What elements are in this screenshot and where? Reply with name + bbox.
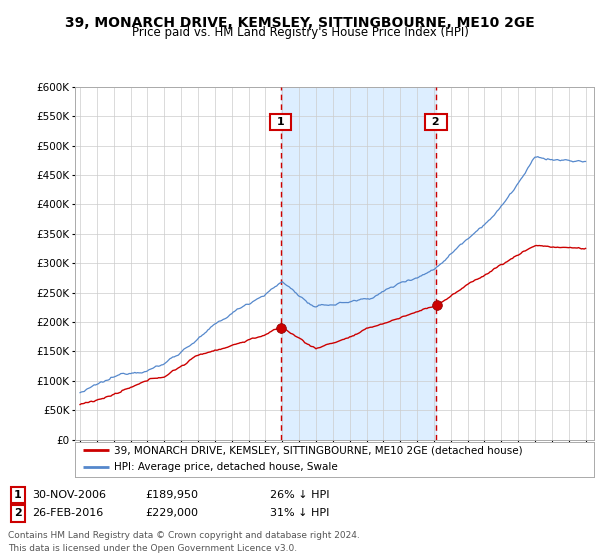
Text: 26% ↓ HPI: 26% ↓ HPI — [270, 489, 329, 500]
Text: 26-FEB-2016: 26-FEB-2016 — [32, 508, 103, 519]
Text: 31% ↓ HPI: 31% ↓ HPI — [270, 508, 329, 519]
Text: 39, MONARCH DRIVE, KEMSLEY, SITTINGBOURNE, ME10 2GE: 39, MONARCH DRIVE, KEMSLEY, SITTINGBOURN… — [65, 16, 535, 30]
Text: 30-NOV-2006: 30-NOV-2006 — [32, 489, 106, 500]
Text: 1: 1 — [14, 489, 22, 500]
Text: £229,000: £229,000 — [145, 508, 198, 519]
Text: 39, MONARCH DRIVE, KEMSLEY, SITTINGBOURNE, ME10 2GE (detached house): 39, MONARCH DRIVE, KEMSLEY, SITTINGBOURN… — [114, 445, 523, 455]
Text: Contains HM Land Registry data © Crown copyright and database right 2024.: Contains HM Land Registry data © Crown c… — [8, 531, 360, 540]
Text: Price paid vs. HM Land Registry's House Price Index (HPI): Price paid vs. HM Land Registry's House … — [131, 26, 469, 39]
Text: This data is licensed under the Open Government Licence v3.0.: This data is licensed under the Open Gov… — [8, 544, 297, 553]
Text: 1: 1 — [273, 117, 289, 127]
Text: 2: 2 — [14, 508, 22, 519]
Bar — [281, 87, 436, 440]
Text: £189,950: £189,950 — [145, 489, 198, 500]
Text: 2: 2 — [428, 117, 444, 127]
Text: HPI: Average price, detached house, Swale: HPI: Average price, detached house, Swal… — [114, 463, 338, 473]
